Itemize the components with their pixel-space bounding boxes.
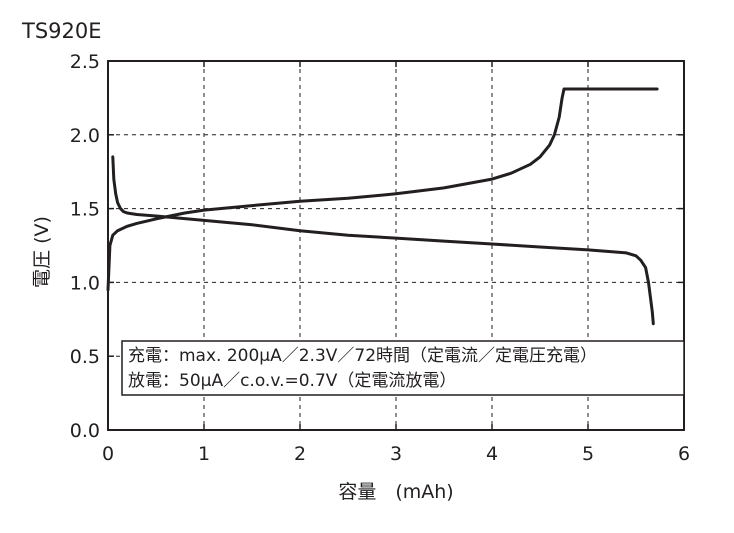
y-tick-label: 2.5 xyxy=(70,51,100,73)
legend-line-discharge: 放電：50μA／c.o.v.=0.7V（定電流放電） xyxy=(128,371,456,391)
charge-curve xyxy=(106,87,659,292)
legend-box xyxy=(121,340,685,396)
y-tick-label: 2.0 xyxy=(70,125,100,147)
y-tick-label: 1.0 xyxy=(70,272,100,294)
x-tick-label: 5 xyxy=(582,443,594,465)
series-lines xyxy=(106,87,659,326)
y-tick-label: 0.5 xyxy=(70,346,100,368)
discharge-curve xyxy=(111,155,655,326)
x-tick-label: 3 xyxy=(390,443,402,465)
x-tick-labels: 0 1 2 3 4 5 6 xyxy=(102,443,690,465)
chart-title: TS920E xyxy=(21,19,102,43)
y-tick-labels: 0.0 0.5 1.0 1.5 2.0 2.5 xyxy=(70,51,100,442)
x-tick-label: 2 xyxy=(294,443,306,465)
plot-frame xyxy=(107,60,685,431)
x-tick-label: 6 xyxy=(678,443,690,465)
y-tick-label: 0.0 xyxy=(70,420,100,442)
x-axis-label: 容量 (mAh) xyxy=(338,481,453,503)
x-tick-label: 1 xyxy=(198,443,210,465)
legend-line-charge: 充電：max. 200μA／2.3V／72時間（定電流／定電圧充電） xyxy=(128,346,597,366)
y-axis-label: 電圧 (V) xyxy=(31,216,53,288)
x-tick-label: 4 xyxy=(486,443,498,465)
y-tick-label: 1.5 xyxy=(70,199,100,221)
x-tick-label: 0 xyxy=(102,443,114,465)
